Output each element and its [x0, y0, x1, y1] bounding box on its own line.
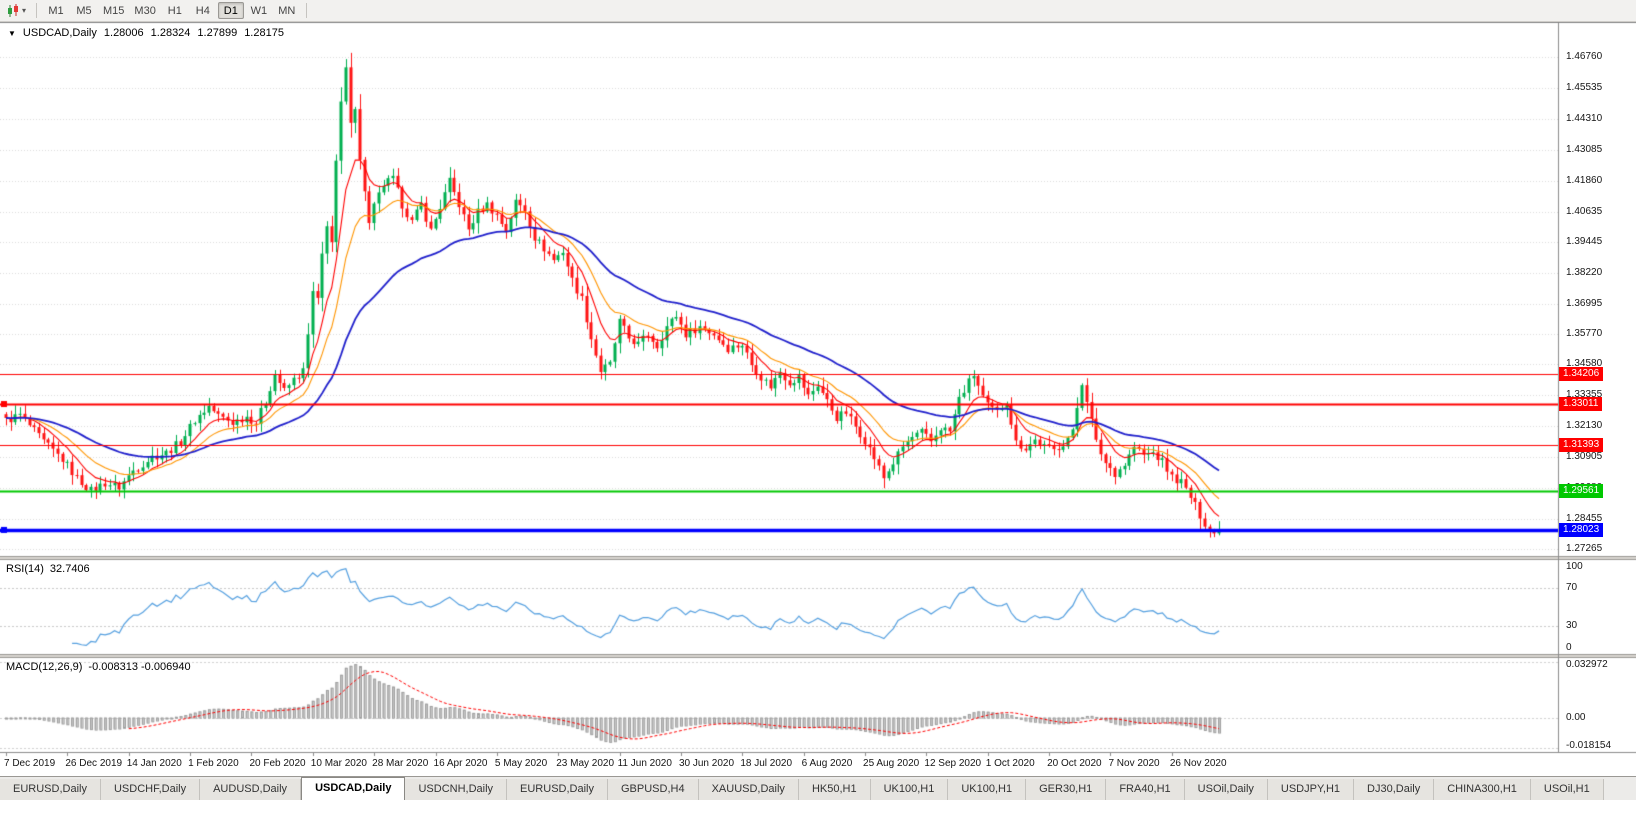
time-axis-label: 26 Dec 2019	[65, 758, 123, 769]
price-line-badge: 1.34206	[1559, 366, 1604, 381]
timeframe-button-m1[interactable]: M1	[48, 5, 64, 17]
toolbar-separator	[305, 3, 307, 18]
price-axis-tick: 1.38220	[1566, 266, 1603, 278]
price-axis-tick: 1.40635	[1566, 205, 1603, 217]
price-axis-tick: 1.35770	[1566, 328, 1603, 340]
toolbar-separator	[36, 3, 38, 18]
price-axis-tick: 1.30905	[1566, 451, 1603, 463]
price-axis-tick: 1.46760	[1566, 51, 1603, 63]
chart-tab-usdcad-3[interactable]: USDCAD,Daily	[301, 777, 406, 800]
chart-type-dropdown-caret[interactable]: ▾	[22, 6, 27, 15]
timeframe-button-d1[interactable]: D1	[217, 2, 244, 19]
rsi-indicator-label: RSI(14) 32.7406	[6, 563, 96, 575]
macd-axis-tick: 0.00	[1566, 711, 1586, 723]
time-axis-label: 5 May 2020	[494, 758, 548, 769]
price-axis-tick: 1.41860	[1566, 174, 1603, 186]
chart-tab-hk50-8[interactable]: HK50,H1	[798, 779, 871, 800]
chart-tab-audusd-2[interactable]: AUDUSD,Daily	[200, 779, 302, 800]
rsi-name: RSI(14)	[6, 563, 44, 575]
time-axis-label: 18 Jul 2020	[740, 758, 793, 769]
timeframe-button-m15[interactable]: M15	[103, 5, 125, 17]
one-click-trading-caret[interactable]: ▼	[8, 28, 16, 38]
price-axis-tick: 1.27265	[1566, 543, 1603, 555]
rsi-axis-tick: 100	[1566, 561, 1583, 572]
price-line-badge: 1.33011	[1559, 397, 1603, 412]
chart-tab-usdcnh-4[interactable]: USDCNH,Daily	[405, 779, 508, 800]
timeframe-button-m5[interactable]: M5	[76, 5, 92, 17]
rsi-axis-tick: 0	[1566, 642, 1572, 653]
chart-tab-eurusd-5[interactable]: EURUSD,Daily	[507, 779, 608, 800]
price-axis-tick: 1.28455	[1566, 513, 1603, 525]
time-axis-label: 6 Aug 2020	[801, 758, 853, 769]
price-axis-tick: 1.45535	[1566, 81, 1603, 93]
time-axis-label: 11 Jun 2020	[617, 758, 672, 769]
time-axis-label: 12 Sep 2020	[924, 758, 982, 769]
chart-tab-uk100-10[interactable]: UK100,H1	[948, 779, 1027, 800]
chart-symbol-period: USDCAD,Daily	[22, 27, 97, 39]
price-axis-tick: 1.32130	[1566, 420, 1603, 432]
macd-values: -0.008313 -0.006940	[88, 661, 191, 673]
time-axis-label: 7 Dec 2019	[4, 758, 56, 769]
price-axis-tick: 1.43085	[1566, 143, 1603, 155]
price-axis-tick: 1.44310	[1566, 112, 1603, 124]
time-axis-label: 25 Aug 2020	[863, 758, 920, 769]
chart-tab-uk100-9[interactable]: UK100,H1	[870, 779, 949, 800]
price-axis-tick: 1.36995	[1566, 297, 1603, 309]
chart-tab-eurusd-0[interactable]: EURUSD,Daily	[0, 779, 101, 800]
chart-tab-usoil-13[interactable]: USOil,Daily	[1184, 779, 1268, 800]
chart-title: ▼ USDCAD,Daily 1.28006 1.28324 1.27899 1…	[8, 27, 284, 39]
rsi-axis-tick: 70	[1566, 582, 1578, 594]
chart-tab-china300-16[interactable]: CHINA300,H1	[1434, 779, 1531, 800]
time-axis-label: 20 Oct 2020	[1047, 758, 1102, 769]
timeframe-button-h1[interactable]: H1	[167, 5, 182, 17]
time-axis-label: 10 Mar 2020	[310, 758, 367, 769]
ohlc-high: 1.28324	[150, 27, 191, 39]
timeframe-button-mn[interactable]: MN	[278, 5, 296, 17]
time-axis-label: 23 May 2020	[556, 758, 615, 769]
chart-tab-ger30-11[interactable]: GER30,H1	[1026, 779, 1107, 800]
chart-tab-usdchf-1[interactable]: USDCHF,Daily	[100, 779, 201, 800]
time-axis-label: 20 Feb 2020	[249, 758, 306, 769]
price-line-badge: 1.29561	[1559, 484, 1604, 499]
macd-indicator-label: MACD(12,26,9) -0.008313 -0.006940	[6, 661, 197, 673]
price-axis-tick: 1.39445	[1566, 235, 1603, 247]
time-axis-label: 28 Mar 2020	[372, 758, 429, 769]
time-axis-label: 30 Jun 2020	[678, 758, 735, 769]
chart-tab-xauusd-7[interactable]: XAUUSD,Daily	[698, 779, 799, 800]
ohlc-close: 1.28175	[244, 27, 284, 39]
chart-tab-gbpusd-6[interactable]: GBPUSD,H4	[608, 779, 699, 800]
ohlc-low: 1.27899	[197, 27, 238, 39]
rsi-axis-tick: 30	[1566, 619, 1578, 631]
chart-tab-usdjpy-14[interactable]: USDJPY,H1	[1267, 779, 1355, 800]
time-axis-label: 14 Jan 2020	[126, 758, 182, 769]
macd-axis-tick: 0.032972	[1566, 659, 1608, 670]
time-axis-label: 16 Apr 2020	[433, 758, 488, 769]
price-axis-tick: 1.34580	[1566, 358, 1603, 370]
candlestick-chart-icon[interactable]	[4, 2, 22, 20]
rsi-value: 32.7406	[49, 563, 90, 575]
macd-name: MACD(12,26,9)	[6, 661, 83, 673]
chart-tab-fra40-12[interactable]: FRA40,H1	[1106, 779, 1185, 800]
time-axis-label: 26 Nov 2020	[1169, 758, 1227, 769]
timeframe-button-m30[interactable]: M30	[134, 5, 156, 17]
price-line-badge: 1.31393	[1559, 437, 1604, 452]
timeframe-button-group: M1 M5 M15 M30 H1 H4 D1 W1 MN	[43, 2, 300, 19]
timeframe-button-h4[interactable]: H4	[195, 5, 210, 17]
time-axis-label: 7 Nov 2020	[1108, 758, 1160, 769]
price-axis-tick: 1.33355	[1566, 389, 1603, 401]
price-chart-canvas[interactable]	[0, 22, 1636, 776]
toolbar: ▾ M1 M5 M15 M30 H1 H4 D1 W1 MN	[0, 0, 1636, 22]
chart-tab-bar: EURUSD,Daily USDCHF,Daily AUDUSD,Daily USDC…	[0, 776, 1636, 800]
price-line-badge: 1.28023	[1559, 522, 1604, 537]
chart-tab-dj30-15[interactable]: DJ30,Daily	[1354, 779, 1435, 800]
timeframe-button-w1[interactable]: W1	[250, 5, 268, 17]
chart-tab-usoil-17[interactable]: USOil,H1	[1530, 779, 1604, 800]
chart-area[interactable]: ▼ USDCAD,Daily 1.28006 1.28324 1.27899 1…	[0, 22, 1636, 776]
time-axis-label: 1 Feb 2020	[188, 758, 239, 769]
ohlc-open: 1.28006	[103, 27, 144, 39]
macd-axis-tick: -0.018154	[1566, 740, 1612, 751]
time-axis-label: 1 Oct 2020	[985, 758, 1035, 769]
